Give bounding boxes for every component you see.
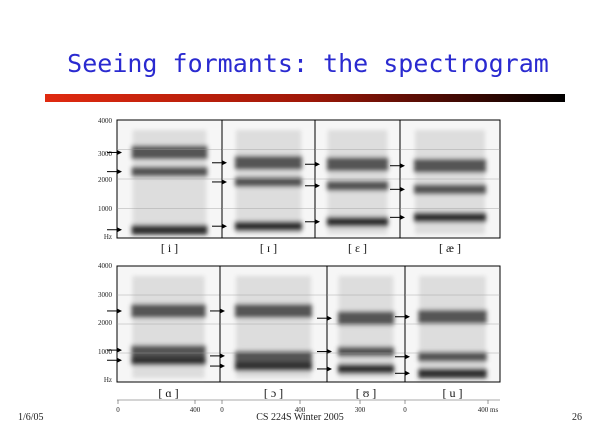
arrow-head bbox=[220, 363, 225, 369]
formant-band bbox=[131, 145, 208, 160]
arrow-head bbox=[117, 169, 122, 175]
vowel-label: [ ʊ ] bbox=[356, 386, 377, 400]
formant-bands bbox=[234, 276, 313, 378]
spectrogram-panel bbox=[395, 265, 501, 383]
formant-band bbox=[131, 345, 206, 356]
time-label: 400 bbox=[190, 406, 201, 414]
spectrogram-panel bbox=[390, 119, 501, 239]
vowel-label: [ ɑ ] bbox=[158, 386, 178, 400]
arrow-head bbox=[405, 370, 410, 376]
vowel-label: [ u ] bbox=[443, 386, 463, 400]
footer-course: CS 224S Winter 2005 bbox=[256, 412, 343, 423]
arrow-head bbox=[117, 357, 122, 363]
formant-bands bbox=[235, 130, 302, 234]
formant-band bbox=[326, 157, 389, 172]
time-label: 0 bbox=[403, 406, 407, 414]
y-tick-label: 2000 bbox=[98, 319, 113, 327]
slide-title: Seeing formants: the spectrogram bbox=[67, 49, 549, 78]
y-tick-label: 4000 bbox=[98, 262, 113, 270]
formant-band bbox=[337, 311, 395, 326]
y-tick-label: 4000 bbox=[98, 117, 113, 125]
formant-band bbox=[337, 363, 395, 374]
spectrogram-panel bbox=[212, 119, 316, 239]
noise bbox=[419, 276, 486, 378]
spectrogram-panel bbox=[210, 265, 328, 383]
formant-bands bbox=[131, 130, 208, 235]
arrow-head bbox=[117, 149, 122, 155]
noise bbox=[236, 276, 311, 378]
arrow-head bbox=[220, 353, 225, 359]
time-label: 0 bbox=[116, 406, 120, 414]
title-bar bbox=[45, 94, 565, 102]
y-tick-label: 3000 bbox=[98, 291, 113, 299]
arrow-head bbox=[315, 161, 320, 167]
formant-band bbox=[326, 180, 389, 191]
spectrogram-panel bbox=[107, 119, 223, 239]
formant-band bbox=[337, 346, 395, 357]
formant-band bbox=[234, 303, 313, 318]
formant-bands bbox=[131, 276, 206, 378]
arrow-head bbox=[117, 308, 122, 314]
vowel-label: [ i ] bbox=[161, 241, 178, 255]
arrow-head bbox=[222, 160, 227, 166]
footer-date: 1/6/05 bbox=[18, 412, 44, 423]
y-tick-label: 3000 bbox=[98, 150, 113, 158]
vowel-label: [ ɛ ] bbox=[348, 241, 367, 255]
noise bbox=[338, 276, 394, 378]
formant-band bbox=[235, 176, 302, 187]
arrow-head bbox=[400, 163, 405, 169]
formant-band bbox=[131, 166, 208, 177]
formant-band bbox=[326, 216, 389, 227]
spectrogram-panel bbox=[317, 265, 406, 383]
formant-band bbox=[131, 355, 206, 366]
arrow-head bbox=[222, 223, 227, 229]
vowel-label: [ ɪ ] bbox=[260, 241, 277, 255]
arrow-head bbox=[220, 308, 225, 314]
arrow-head bbox=[117, 347, 122, 353]
formant-band bbox=[418, 368, 487, 379]
arrow-head bbox=[222, 179, 227, 185]
formant-band bbox=[414, 158, 486, 173]
spectrogram-panel bbox=[107, 265, 221, 383]
vowel-label: [ æ ] bbox=[439, 241, 461, 255]
spectrogram-panel bbox=[305, 119, 401, 239]
page-number: 26 bbox=[572, 412, 582, 423]
arrow-head bbox=[400, 214, 405, 220]
arrow-head bbox=[315, 183, 320, 189]
arrow-head bbox=[405, 314, 410, 320]
arrow-head bbox=[327, 366, 332, 372]
formant-bands bbox=[337, 276, 395, 378]
formant-band bbox=[414, 184, 486, 195]
formant-bands bbox=[418, 276, 487, 379]
formant-band bbox=[131, 303, 206, 318]
y-tick-label: Hz bbox=[104, 233, 112, 241]
formant-bands bbox=[326, 130, 389, 234]
arrow-head bbox=[400, 186, 405, 192]
arrow-head bbox=[117, 227, 122, 233]
formant-bands bbox=[414, 130, 486, 234]
time-label: 400 ms bbox=[478, 406, 499, 414]
time-label: 400 bbox=[295, 406, 306, 414]
formant-band bbox=[418, 351, 487, 362]
formant-band bbox=[234, 361, 313, 372]
arrow-head bbox=[315, 219, 320, 225]
arrow-head bbox=[405, 354, 410, 360]
time-label: 300 bbox=[355, 406, 366, 414]
arrow-head bbox=[327, 315, 332, 321]
time-label: 0 bbox=[220, 406, 224, 414]
vowel-label: [ ɔ ] bbox=[264, 386, 283, 400]
formant-band bbox=[131, 224, 208, 235]
formant-band bbox=[235, 155, 302, 170]
y-tick-label: 1000 bbox=[98, 348, 113, 356]
formant-band bbox=[235, 221, 302, 232]
formant-band bbox=[414, 212, 486, 223]
y-tick-label: 2000 bbox=[98, 176, 113, 184]
y-tick-label: Hz bbox=[104, 376, 112, 384]
formant-band bbox=[234, 350, 313, 361]
formant-band bbox=[418, 309, 487, 324]
y-tick-label: 1000 bbox=[98, 205, 113, 213]
